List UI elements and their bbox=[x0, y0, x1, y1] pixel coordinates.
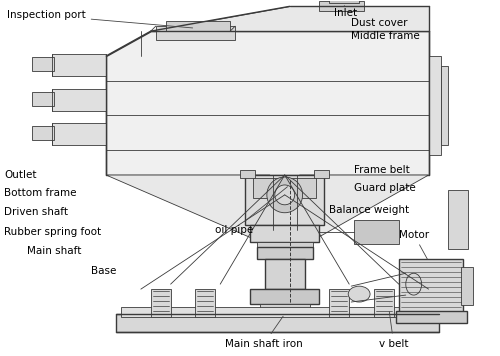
Bar bbox=[428, 56, 440, 155]
Bar bbox=[448, 190, 468, 250]
Text: Inlet: Inlet bbox=[334, 5, 357, 18]
Bar bbox=[462, 267, 473, 305]
Text: Guard plate: Guard plate bbox=[354, 183, 416, 193]
Bar bbox=[257, 242, 312, 252]
Bar bbox=[354, 220, 399, 245]
Bar bbox=[440, 66, 448, 145]
Bar bbox=[52, 54, 106, 76]
Bar bbox=[250, 289, 320, 304]
Bar bbox=[151, 289, 171, 317]
Bar bbox=[260, 304, 310, 314]
Text: Outlet: Outlet bbox=[4, 170, 36, 180]
Bar bbox=[156, 26, 235, 40]
Text: Bottom frame: Bottom frame bbox=[4, 188, 76, 198]
Polygon shape bbox=[300, 175, 428, 240]
Text: Driven shaft: Driven shaft bbox=[4, 207, 68, 217]
Text: Motor: Motor bbox=[399, 230, 429, 259]
Bar bbox=[253, 178, 316, 198]
Text: Rubber spring foot: Rubber spring foot bbox=[4, 226, 101, 237]
Text: Balance weight: Balance weight bbox=[330, 205, 409, 215]
Circle shape bbox=[275, 185, 294, 205]
Bar bbox=[330, 289, 349, 317]
Text: oil pipe: oil pipe bbox=[216, 187, 288, 235]
Bar bbox=[265, 260, 304, 289]
Bar bbox=[32, 126, 54, 140]
Bar bbox=[32, 57, 54, 71]
Bar bbox=[245, 175, 324, 225]
Bar bbox=[196, 289, 216, 317]
Bar bbox=[250, 225, 320, 242]
Bar bbox=[52, 124, 106, 145]
Bar bbox=[116, 314, 438, 332]
Bar bbox=[166, 21, 230, 31]
Circle shape bbox=[267, 177, 302, 213]
Bar bbox=[121, 307, 434, 317]
Polygon shape bbox=[151, 6, 428, 31]
Polygon shape bbox=[106, 31, 428, 175]
Text: Main shaft iron: Main shaft iron bbox=[225, 316, 303, 349]
Bar bbox=[32, 92, 54, 106]
Bar bbox=[396, 311, 468, 323]
Ellipse shape bbox=[348, 286, 370, 302]
Bar bbox=[320, 1, 364, 11]
Bar bbox=[240, 170, 255, 178]
Bar bbox=[314, 170, 330, 178]
Text: Frame belt: Frame belt bbox=[354, 165, 410, 175]
Bar bbox=[374, 289, 394, 317]
Text: Main shaft: Main shaft bbox=[27, 246, 81, 256]
Text: Inspection port: Inspection port bbox=[7, 10, 192, 28]
Bar bbox=[330, 0, 359, 3]
Bar bbox=[273, 252, 296, 307]
Bar bbox=[52, 89, 106, 110]
Bar bbox=[399, 260, 464, 314]
Polygon shape bbox=[106, 175, 270, 240]
Text: Middle frame: Middle frame bbox=[351, 31, 420, 41]
Text: Dust cover: Dust cover bbox=[351, 18, 408, 28]
Bar bbox=[257, 247, 312, 260]
Text: v belt: v belt bbox=[379, 312, 408, 349]
Ellipse shape bbox=[406, 273, 421, 295]
Text: Base: Base bbox=[91, 266, 116, 276]
